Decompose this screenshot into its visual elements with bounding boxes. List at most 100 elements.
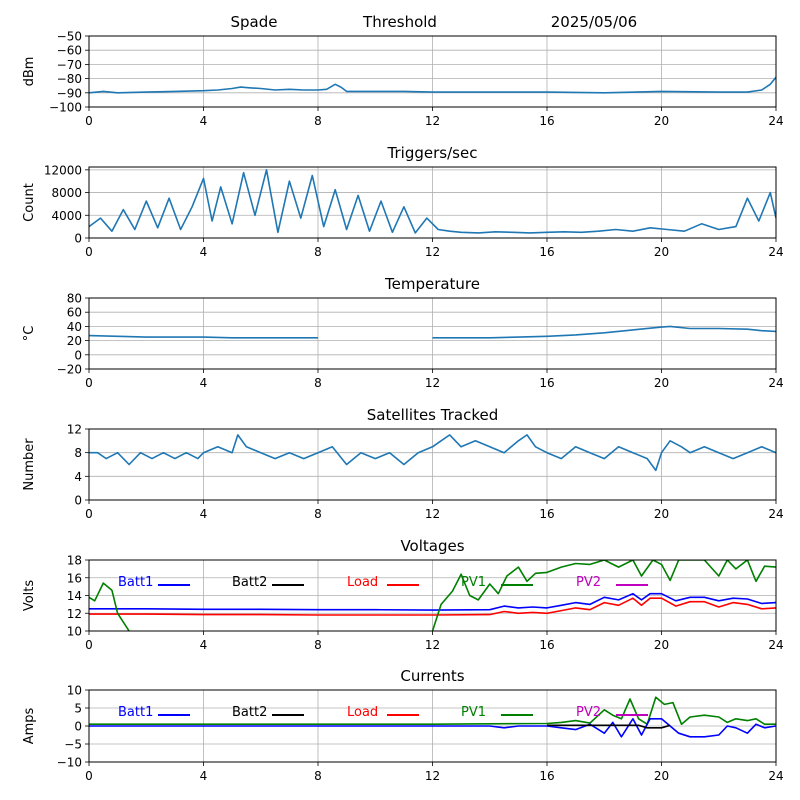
chart-title: Temperature — [384, 275, 480, 293]
legend-label-batt2: Batt2 — [232, 575, 267, 590]
series-line-batt1 — [89, 592, 776, 611]
x-tick-label: 24 — [768, 769, 783, 783]
y-tick-label: −20 — [57, 363, 82, 377]
x-tick-label: 20 — [654, 769, 669, 783]
x-tick-label: 20 — [654, 638, 669, 652]
x-tick-label: 4 — [200, 638, 208, 652]
x-tick-label: 12 — [425, 769, 440, 783]
y-tick-label: 12000 — [44, 163, 82, 177]
chart-panel-4: 0 4 8 12 16 20 24 0 4 8 12 Satellites Tracked Number — [22, 406, 784, 521]
chart-panel-1: 0 4 8 12 16 20 24 −50−60−70−80−90−100 dBm — [22, 30, 784, 129]
y-tick-label: 0 — [74, 494, 82, 508]
plot-frame — [88, 428, 777, 501]
chart-title: Satellites Tracked — [367, 406, 498, 424]
plot-frame — [88, 559, 777, 632]
x-tick-label: 20 — [654, 376, 669, 390]
x-tick-label: 8 — [314, 638, 322, 652]
y-tick-label: 10 — [67, 625, 82, 639]
legend-label-load: Load — [347, 575, 378, 590]
y-tick-label: −10 — [57, 756, 82, 770]
y-tick-label: 80 — [67, 292, 82, 306]
chart-title: Currents — [400, 667, 464, 685]
x-tick-label: 12 — [425, 114, 440, 128]
legend-label-pv1: PV1 — [461, 575, 486, 590]
x-tick-label: 24 — [768, 245, 783, 259]
y-tick-label: 4 — [74, 470, 82, 484]
series-line-main — [89, 434, 776, 472]
legend-label-load: Load — [347, 705, 378, 720]
x-tick-label: 20 — [654, 245, 669, 259]
date-label: 2025/05/06 — [551, 13, 637, 31]
x-tick-label: 16 — [539, 769, 554, 783]
x-tick-label: 12 — [425, 245, 440, 259]
y-tick-label: −90 — [57, 86, 82, 100]
station-label: Spade — [231, 13, 278, 31]
y-tick-label: 5 — [74, 702, 82, 716]
x-tick-label: 4 — [200, 114, 208, 128]
y-tick-label: 8 — [74, 446, 82, 460]
x-tick-label: 20 — [654, 114, 669, 128]
legend-label-pv2: PV2 — [576, 705, 601, 720]
series-line-pv1 — [431, 560, 776, 631]
series-line-batt1 — [89, 717, 776, 738]
x-tick-label: 20 — [654, 507, 669, 521]
y-tick-label: −50 — [57, 30, 82, 44]
chart-title: Voltages — [400, 537, 464, 555]
legend-label-batt2: Batt2 — [232, 705, 267, 720]
legend-label-pv2: PV2 — [576, 575, 601, 590]
y-tick-label: 0 — [74, 232, 82, 246]
y-tick-label: 4000 — [51, 209, 82, 223]
x-tick-label: 0 — [85, 114, 93, 128]
y-tick-label: 18 — [67, 554, 82, 568]
y-tick-label: −80 — [57, 72, 82, 86]
x-tick-label: 16 — [539, 507, 554, 521]
series-line-batt2 — [547, 724, 671, 729]
series-line-load — [89, 597, 776, 616]
y-axis-label: Number — [22, 438, 37, 491]
series-line-pv1 — [89, 582, 130, 631]
y-tick-label: 12 — [67, 423, 82, 437]
y-tick-label: 0 — [74, 720, 82, 734]
series-line-main — [89, 76, 776, 94]
x-tick-label: 4 — [200, 769, 208, 783]
y-tick-label: −70 — [57, 58, 82, 72]
x-tick-label: 0 — [85, 638, 93, 652]
chart-panel-5: 0 4 8 12 16 20 24 10 12 14 16 18 Batt1 Batt2 Load PV1 PV… — [22, 537, 784, 652]
x-tick-label: 8 — [314, 769, 322, 783]
x-tick-label: 8 — [314, 507, 322, 521]
x-tick-label: 8 — [314, 376, 322, 390]
x-tick-label: 24 — [768, 376, 783, 390]
y-axis-label: °C — [22, 326, 37, 342]
y-tick-label: 16 — [67, 571, 82, 585]
x-tick-label: 0 — [85, 376, 93, 390]
y-tick-label: 20 — [67, 334, 82, 348]
x-tick-label: 24 — [768, 114, 783, 128]
x-tick-label: 16 — [539, 245, 554, 259]
x-tick-label: 0 — [85, 245, 93, 259]
legend-label-batt1: Batt1 — [118, 705, 153, 720]
y-tick-label: −5 — [64, 738, 82, 752]
x-tick-label: 12 — [425, 638, 440, 652]
y-axis-label: Amps — [22, 707, 37, 744]
legend-label-batt1: Batt1 — [118, 575, 153, 590]
chart-panel-6: 0 4 8 12 16 20 24 −10 −5 0 5 10 Batt1 Batt2 Load PV1 PV2… — [22, 667, 784, 783]
plot-frame — [88, 166, 777, 239]
y-axis-label: dBm — [22, 57, 37, 87]
series-line-main — [89, 169, 776, 234]
y-tick-label: −60 — [57, 44, 82, 58]
y-tick-label: 8000 — [51, 186, 82, 200]
y-tick-label: 14 — [67, 589, 82, 603]
mode-label: Threshold — [362, 13, 437, 31]
x-tick-label: 16 — [539, 114, 554, 128]
series-line-main — [432, 325, 776, 339]
x-tick-label: 12 — [425, 376, 440, 390]
x-tick-label: 16 — [539, 638, 554, 652]
y-tick-label: −100 — [49, 101, 82, 115]
series-line-pv1 — [89, 696, 776, 726]
plot-frame — [88, 689, 777, 763]
x-tick-label: 4 — [200, 376, 208, 390]
x-tick-label: 8 — [314, 114, 322, 128]
x-tick-label: 4 — [200, 245, 208, 259]
